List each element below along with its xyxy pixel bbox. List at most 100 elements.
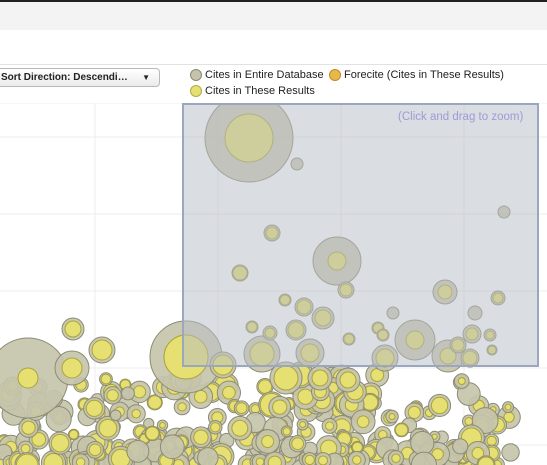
bubble[interactable] — [88, 336, 116, 364]
results-cites-circle — [431, 448, 444, 461]
bubble[interactable] — [190, 426, 212, 449]
bubble[interactable] — [71, 453, 90, 465]
bubble[interactable] — [67, 428, 80, 441]
bubble[interactable] — [227, 415, 253, 441]
results-cites-circle — [504, 403, 512, 411]
bubble[interactable] — [307, 365, 333, 391]
bubble[interactable] — [197, 447, 219, 465]
bubble[interactable] — [452, 438, 469, 455]
bubble[interactable] — [263, 451, 286, 465]
toolbar — [0, 30, 547, 65]
results-cites-circle — [91, 339, 113, 361]
bubble[interactable] — [0, 337, 69, 419]
bubble[interactable] — [476, 455, 496, 465]
bubble[interactable] — [128, 380, 151, 404]
legend-label-results: Cites in These Results — [205, 85, 315, 97]
bubble[interactable] — [314, 452, 332, 465]
bubble[interactable] — [410, 430, 435, 456]
results-cites-circle — [391, 453, 401, 463]
bubble[interactable] — [109, 409, 122, 422]
results-cites-circle — [471, 446, 485, 460]
bubble[interactable] — [86, 440, 104, 459]
results-cites-circle — [324, 421, 335, 431]
legend-item-forecite[interactable]: Forecite (Cites in These Results) — [329, 68, 504, 82]
results-cites-circle — [61, 357, 83, 379]
results-cites-circle — [299, 421, 307, 429]
bubble[interactable] — [126, 404, 146, 424]
bubble[interactable] — [501, 443, 520, 462]
bubble[interactable] — [156, 419, 169, 432]
bubble-plot[interactable] — [0, 103, 547, 465]
bubble[interactable] — [502, 401, 515, 414]
database-cites-circle — [109, 409, 122, 422]
results-cites-circle — [464, 416, 474, 426]
bubble[interactable] — [159, 434, 185, 460]
bubble[interactable] — [233, 400, 250, 416]
bubble[interactable] — [144, 425, 161, 442]
results-cites-circle — [304, 454, 315, 465]
bubble[interactable] — [350, 409, 376, 435]
zoom-selection[interactable] — [182, 103, 539, 367]
bubble[interactable] — [103, 386, 122, 405]
bubble[interactable] — [251, 453, 269, 465]
results-cites-circle — [297, 388, 314, 405]
bubble[interactable] — [48, 431, 72, 455]
results-cites-circle — [106, 389, 119, 402]
results-cites-circle — [159, 421, 166, 429]
bubble[interactable] — [83, 397, 106, 420]
bubble[interactable] — [280, 425, 293, 438]
results-cites-circle — [85, 399, 103, 417]
legend-swatch-results — [190, 85, 202, 97]
results-cites-circle — [177, 402, 187, 412]
bubble[interactable] — [216, 380, 241, 405]
results-cites-circle — [339, 371, 357, 389]
results-cites-circle — [457, 377, 466, 386]
bubble[interactable] — [173, 398, 191, 416]
results-cites-circle — [88, 443, 102, 457]
bubble[interactable] — [99, 372, 113, 386]
bubble[interactable] — [347, 450, 366, 465]
results-cites-circle — [291, 437, 305, 451]
bubble[interactable] — [146, 394, 163, 411]
bubble[interactable] — [18, 417, 39, 438]
results-cites-circle — [50, 433, 70, 453]
bubble[interactable] — [208, 420, 223, 435]
legend-label-database: Cites in Entire Database — [205, 69, 324, 81]
results-cites-circle — [17, 367, 39, 389]
bubble[interactable] — [54, 350, 90, 386]
chevron-down-icon: ▼ — [142, 73, 150, 82]
bubble[interactable] — [95, 415, 121, 441]
bubble[interactable] — [268, 395, 292, 419]
results-cites-circle — [43, 452, 64, 465]
bubble[interactable] — [453, 373, 470, 389]
bubble[interactable] — [335, 367, 361, 393]
sort-direction-select[interactable]: Sort Direction: Descendi… ▼ — [0, 68, 160, 87]
bubble[interactable] — [394, 422, 409, 438]
bubble[interactable] — [289, 435, 307, 453]
results-cites-circle — [193, 389, 208, 404]
bubble[interactable] — [321, 418, 338, 434]
bubble[interactable] — [255, 429, 281, 454]
results-cites-circle — [272, 399, 288, 415]
legend-item-database[interactable]: Cites in Entire Database — [190, 68, 324, 82]
bubble[interactable] — [428, 393, 452, 418]
bubble[interactable] — [269, 361, 303, 395]
results-cites-circle — [267, 455, 282, 465]
bubble-layer — [0, 103, 521, 465]
bubble[interactable] — [121, 386, 135, 401]
bubble[interactable] — [61, 317, 85, 341]
bubble[interactable] — [385, 409, 399, 424]
bubble[interactable] — [126, 439, 150, 463]
legend-item-results[interactable]: Cites in These Results — [190, 84, 315, 98]
bubble[interactable] — [296, 418, 309, 431]
results-cites-circle — [318, 455, 329, 465]
zoom-hint: (Click and drag to zoom) — [398, 111, 524, 123]
legend-label-forecite: Forecite (Cites in These Results) — [344, 69, 504, 81]
bubble[interactable] — [387, 450, 405, 465]
results-cites-circle — [351, 441, 363, 453]
bubble[interactable] — [301, 452, 318, 465]
results-cites-circle — [131, 409, 141, 419]
bubble[interactable] — [256, 377, 274, 396]
legend-swatch-database — [190, 69, 202, 81]
database-cites-circle — [121, 386, 135, 401]
